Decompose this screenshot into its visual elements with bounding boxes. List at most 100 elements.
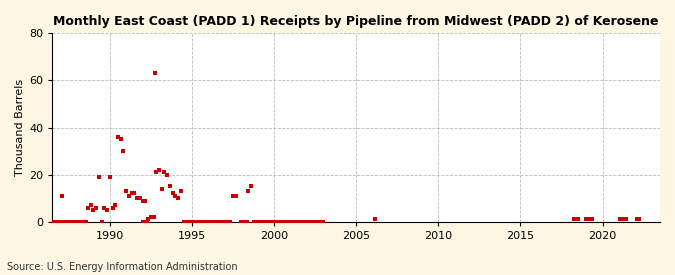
Point (230, 194, 241, 198)
Point (315, 219, 326, 224)
Point (90, 205, 101, 210)
Point (173, 196, 184, 200)
Point (126, 191, 137, 196)
Point (51, 219, 62, 224)
Point (290, 219, 301, 224)
Point (69, 219, 80, 224)
Point (82, 205, 93, 210)
Point (266, 219, 277, 224)
Point (255, 219, 266, 224)
Point (261, 219, 271, 224)
Point (115, 137, 126, 142)
Point (568, 217, 579, 222)
Point (313, 219, 323, 224)
Point (157, 186, 167, 191)
Point (137, 198, 148, 203)
Point (194, 219, 205, 224)
Point (124, 194, 134, 198)
Point (580, 217, 591, 222)
Point (304, 219, 315, 224)
Point (93, 175, 104, 179)
Point (99, 205, 110, 210)
Point (151, 170, 162, 174)
Point (140, 219, 151, 224)
Point (214, 219, 225, 224)
Point (77, 219, 88, 224)
Point (165, 184, 176, 189)
Point (110, 203, 121, 207)
Point (184, 219, 194, 224)
Point (55, 219, 66, 224)
Point (219, 219, 230, 224)
Point (245, 184, 256, 189)
Y-axis label: Thousand Barrels: Thousand Barrels (15, 79, 25, 176)
Point (150, 71, 161, 76)
Point (102, 208, 113, 212)
Point (243, 189, 254, 193)
Point (217, 219, 227, 224)
Point (74, 219, 85, 224)
Point (80, 219, 90, 224)
Point (258, 219, 269, 224)
Point (318, 219, 329, 224)
Point (154, 168, 165, 172)
Point (251, 219, 262, 224)
Point (189, 219, 200, 224)
Point (285, 219, 296, 224)
Point (620, 217, 631, 222)
Point (583, 217, 594, 222)
Point (293, 219, 304, 224)
Point (252, 219, 263, 224)
Point (148, 215, 159, 219)
Point (107, 205, 118, 210)
Point (85, 203, 96, 207)
Point (370, 217, 381, 222)
Point (141, 219, 152, 224)
Point (615, 217, 626, 222)
Point (167, 191, 178, 196)
Point (113, 135, 124, 139)
Point (48, 219, 59, 224)
Text: Source: U.S. Energy Information Administration: Source: U.S. Energy Information Administ… (7, 262, 238, 272)
Point (271, 219, 282, 224)
Point (200, 219, 211, 224)
Title: Monthly East Coast (PADD 1) Receipts by Pipeline from Midwest (PADD 2) of Kerose: Monthly East Coast (PADD 1) Receipts by … (53, 15, 659, 28)
Point (618, 217, 628, 222)
Point (211, 219, 222, 224)
Point (222, 219, 233, 224)
Point (178, 219, 189, 224)
Point (140, 198, 151, 203)
Point (58, 219, 69, 224)
Point (631, 217, 642, 222)
Point (296, 219, 307, 224)
Point (236, 219, 246, 224)
Point (274, 219, 285, 224)
Point (192, 219, 202, 224)
Point (572, 217, 583, 222)
Point (263, 219, 274, 224)
Point (121, 189, 132, 193)
Point (118, 149, 129, 153)
Point (54, 219, 65, 224)
Point (145, 215, 156, 219)
Point (159, 170, 170, 174)
Point (198, 219, 209, 224)
Point (277, 219, 288, 224)
Point (279, 219, 290, 224)
Point (227, 194, 238, 198)
Point (170, 194, 181, 198)
Point (81, 219, 92, 224)
Point (634, 217, 645, 222)
Point (282, 219, 293, 224)
Point (66, 219, 77, 224)
Point (181, 219, 192, 224)
Point (307, 219, 318, 224)
Point (88, 208, 99, 212)
Point (97, 219, 107, 224)
Point (302, 219, 313, 224)
Point (138, 219, 149, 224)
Point (137, 219, 148, 224)
Point (288, 219, 298, 224)
Point (299, 219, 310, 224)
Point (269, 219, 279, 224)
